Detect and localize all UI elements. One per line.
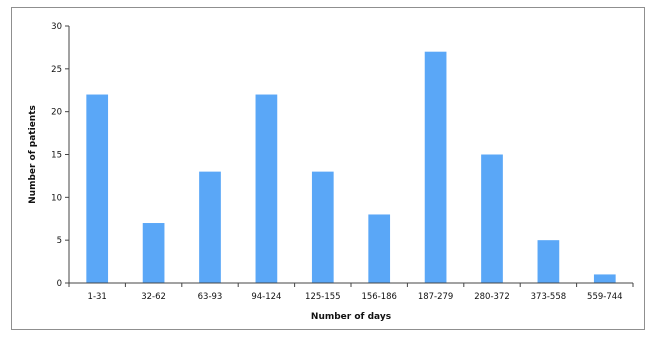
x-tick-label: 559-744 <box>587 292 623 302</box>
bar-94-124 <box>255 94 278 283</box>
x-tick-label: 156-186 <box>361 292 397 302</box>
bar-187-279 <box>424 51 447 284</box>
y-tick-label: 25 <box>51 65 62 75</box>
x-tick-label: 373-558 <box>531 292 567 302</box>
bar-559-744 <box>593 274 616 283</box>
x-ticks-layer: 1-31 32-62 63-93 94-124 125-155 156-186 187-27… <box>68 283 634 302</box>
y-tick-label: 0 <box>57 279 62 289</box>
y-tick-label: 30 <box>51 22 62 32</box>
bar-373-558 <box>537 240 560 283</box>
x-tick-label: 125-155 <box>305 292 341 302</box>
bar-1-31 <box>86 94 109 283</box>
y-axis-title: Number of patients <box>28 105 38 204</box>
y-tick-label: 5 <box>57 236 62 246</box>
x-tick-label: 187-279 <box>418 292 454 302</box>
x-axis-title: Number of days <box>311 312 391 322</box>
bars-layer <box>86 51 616 284</box>
bar-32-62 <box>142 223 165 283</box>
x-tick-label: 94-124 <box>251 292 281 302</box>
x-tick-label: 1-31 <box>88 292 107 302</box>
x-tick-label: 280-372 <box>474 292 510 302</box>
bar-125-155 <box>311 171 334 283</box>
x-tick-label: 63-93 <box>198 292 223 302</box>
y-tick-label: 10 <box>51 193 62 203</box>
y-tick-label: 20 <box>51 108 62 118</box>
bar-63-93 <box>199 171 221 283</box>
x-tick-label: 32-62 <box>141 292 166 302</box>
y-tick-label: 15 <box>51 151 62 161</box>
bar-280-372 <box>481 154 503 283</box>
y-ticks-layer: 0 5 10 15 20 25 30 <box>51 22 69 289</box>
bar-156-186 <box>368 214 391 283</box>
